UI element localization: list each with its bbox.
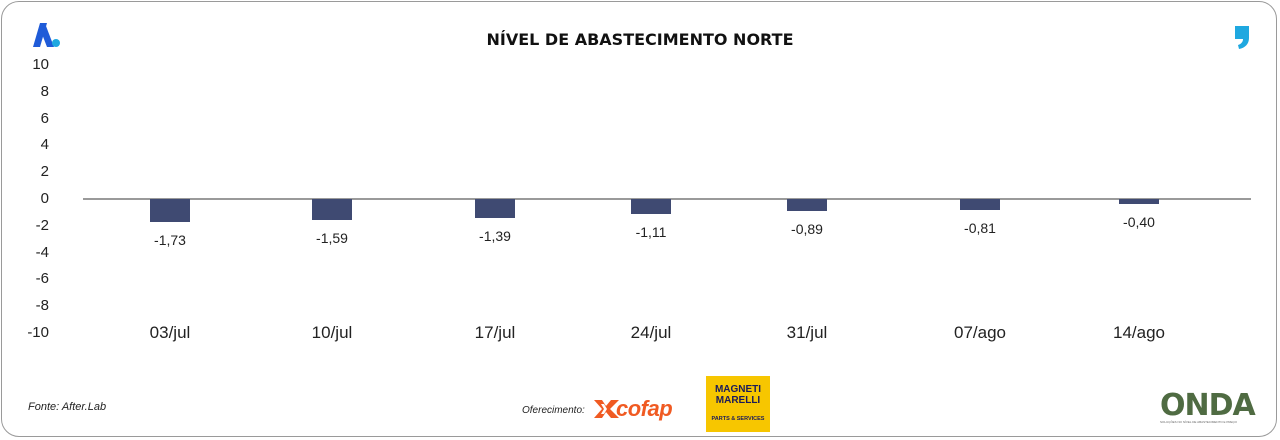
magneti-marelli-logo: MAGNETI MARELLI PARTS & SERVICES — [706, 376, 770, 432]
bar — [631, 199, 671, 214]
chart-title: NÍVEL DE ABASTECIMENTO NORTE — [486, 30, 794, 49]
data-label: -1,59 — [316, 230, 348, 247]
y-tick-label: 8 — [40, 82, 49, 100]
sponsor-label: Oferecimento: — [522, 405, 585, 416]
x-tick-label: 17/jul — [474, 323, 516, 342]
source-note: Fonte: After.Lab — [28, 401, 107, 413]
y-tick-label: -8 — [35, 297, 49, 315]
x-tick-label: 07/ago — [954, 323, 1006, 342]
bar — [475, 199, 515, 218]
onda-logo: ONDA SOLUÇÕES NO NÍVEL DE ABASTECIMENTO … — [1160, 388, 1256, 428]
x-tick-label: 14/ago — [1113, 323, 1165, 342]
data-label: -0,81 — [964, 219, 996, 236]
cofap-wordmark: cofap — [616, 396, 673, 421]
magneti-wordmark: MAGNETI MARELLI — [714, 384, 762, 406]
bar — [960, 199, 1000, 210]
y-tick-label: 2 — [40, 163, 49, 181]
x-tick-label: 03/jul — [149, 323, 191, 342]
brand-logo-icon — [33, 23, 60, 47]
y-tick-label: -6 — [35, 270, 49, 288]
magneti-tagline: PARTS & SERVICES — [711, 416, 765, 422]
y-tick-label: -4 — [35, 243, 49, 261]
data-label: -1,39 — [479, 227, 511, 244]
y-tick-label: 0 — [40, 190, 49, 207]
y-tick-label: 6 — [40, 109, 49, 127]
y-tick-label: 10 — [32, 56, 49, 73]
onda-tagline: SOLUÇÕES NO NÍVEL DE ABASTECIMENTO E PRE… — [1160, 420, 1238, 424]
bar — [787, 199, 827, 211]
cofap-x-icon — [594, 400, 619, 418]
y-tick-label: -10 — [27, 324, 49, 341]
data-label: -0,89 — [791, 220, 823, 237]
x-tick-label: 31/jul — [786, 323, 828, 342]
bar — [312, 199, 352, 221]
quote-mark-icon — [1235, 26, 1249, 49]
data-label: -1,11 — [635, 223, 667, 240]
y-tick-label: -2 — [35, 216, 49, 234]
data-label: -0,40 — [1123, 214, 1155, 231]
bar — [1119, 199, 1159, 205]
onda-wordmark: ONDA — [1160, 388, 1256, 423]
bar — [150, 199, 190, 223]
y-tick-label: 4 — [40, 136, 49, 154]
x-tick-label: 10/jul — [311, 323, 353, 342]
cofap-logo: cofap — [592, 396, 698, 422]
x-tick-label: 24/jul — [630, 323, 672, 342]
data-label: -1,73 — [154, 232, 186, 249]
